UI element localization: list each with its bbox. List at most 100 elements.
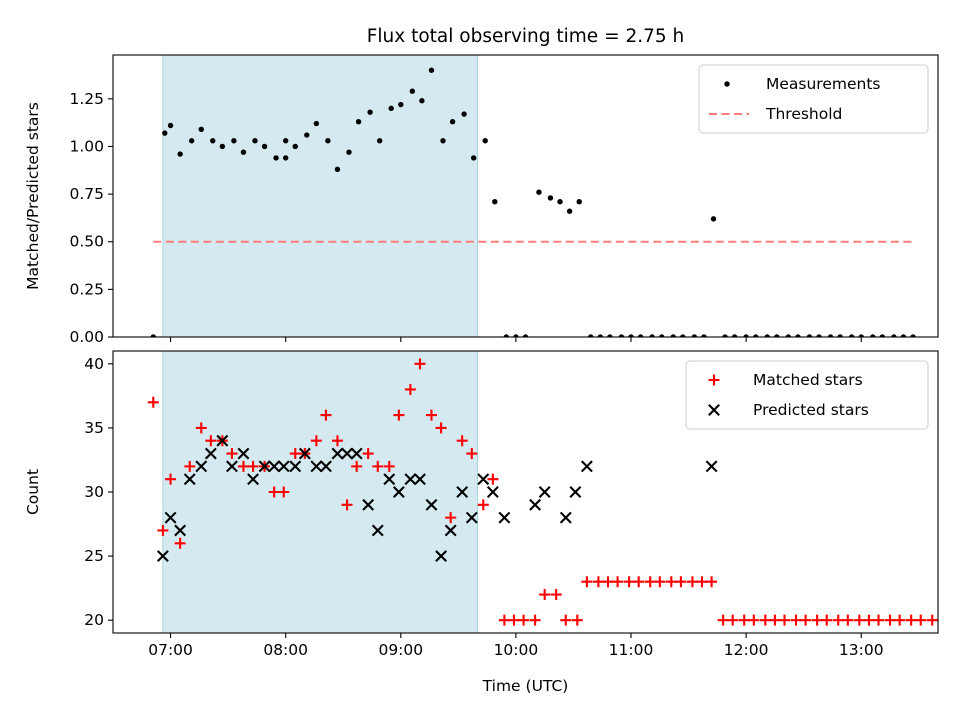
predicted-star-point	[237, 447, 250, 460]
matched-star-point	[205, 435, 217, 447]
measurement-point	[618, 334, 625, 337]
matched-star-point	[268, 486, 280, 498]
measurement-point	[879, 334, 886, 337]
matched-star-point	[195, 422, 207, 434]
top-panel-ratio-plot: 0.00 0.25 0.50 0.75 1.00 1.25 Matched/Predicte…	[24, 26, 939, 346]
y-tick-label: 40	[84, 355, 104, 373]
matched-star-point	[289, 448, 301, 460]
measurement-point	[870, 334, 876, 337]
matched-star-point	[147, 396, 159, 408]
measurement-point	[910, 334, 916, 337]
predicted-star-point	[435, 550, 448, 563]
legend-box	[698, 64, 929, 134]
measurement-point	[461, 111, 467, 117]
measurement-point	[731, 334, 738, 337]
matched-star-point	[278, 486, 290, 498]
legend-handle-predicted	[708, 404, 720, 416]
bottom-panel-count-plot: 20 25 30 35 40 07:00 08:00 09:00 10:00 11:00 12:00…	[24, 350, 939, 695]
measurement-point	[680, 334, 686, 337]
x-tick-label: 11:00	[609, 641, 654, 659]
x-tick-label: 13:00	[839, 641, 884, 659]
measurement-point	[167, 122, 174, 129]
matched-star-point	[456, 435, 468, 447]
y-axis-label: Count	[24, 469, 42, 515]
predicted-star-point	[268, 460, 281, 473]
measurement-point	[691, 334, 698, 337]
measurement-point	[710, 216, 717, 222]
measurement-point	[637, 334, 644, 337]
measurement-point	[848, 334, 855, 337]
matched-star-point	[727, 614, 739, 626]
plot-marks	[147, 358, 938, 626]
matched-star-point	[237, 460, 249, 472]
measurement-point	[806, 334, 813, 337]
measurement-point	[419, 98, 425, 104]
predicted-star-point	[559, 511, 572, 524]
measurement-point	[304, 132, 310, 138]
measurement-point	[785, 334, 792, 337]
measurement-point	[628, 334, 634, 337]
matched-star-point	[800, 614, 812, 626]
matched-star-point	[790, 614, 802, 626]
predicted-star-point	[580, 460, 593, 473]
measurement-point	[588, 334, 594, 337]
measurement-point	[162, 130, 168, 136]
predicted-star-point	[341, 447, 354, 460]
y-tick-label: 35	[84, 419, 104, 437]
measurement-point	[282, 155, 289, 161]
observing-window-band	[162, 350, 479, 634]
measurement-point	[334, 166, 341, 173]
measurement-point	[597, 334, 604, 337]
matched-star-point	[331, 435, 343, 447]
predicted-star-point	[383, 473, 396, 486]
measurement-point	[388, 105, 394, 112]
legend-label: Matched stars	[753, 371, 863, 389]
measurement-point	[492, 199, 498, 205]
series-predicted-stars	[156, 434, 718, 563]
y-tick-label: 25	[84, 547, 104, 565]
matched-star-point	[654, 576, 666, 588]
matched-star-point	[853, 614, 865, 626]
predicted-star-point	[204, 447, 217, 460]
legend-handle-measurements	[724, 81, 730, 87]
chart-title: Flux total observing time = 2.75 h	[367, 26, 685, 47]
matched-star-point	[842, 614, 854, 626]
y-tick-label: 0.25	[69, 280, 104, 298]
measurement-point	[240, 149, 247, 155]
matched-star-point	[226, 448, 238, 460]
measurement-point	[536, 189, 542, 195]
measurement-point	[607, 334, 613, 337]
measurement-point	[482, 138, 488, 144]
measurement-point	[282, 138, 289, 144]
measurement-point	[398, 101, 404, 108]
predicted-star-point	[569, 486, 582, 498]
predicted-star-point	[320, 460, 332, 473]
matched-star-point	[477, 499, 489, 511]
matched-star-point	[926, 614, 938, 626]
measurement-point	[325, 138, 331, 144]
predicted-star-point	[258, 460, 271, 473]
measurement-point	[470, 155, 477, 161]
matched-star-point	[738, 614, 750, 626]
predicted-star-point	[477, 473, 490, 486]
measurement-point	[376, 138, 383, 144]
matched-star-point	[341, 499, 353, 511]
measurement-point	[670, 334, 676, 337]
measurement-point	[231, 138, 237, 144]
measurement-point	[795, 334, 801, 337]
legend-label: Threshold	[765, 105, 842, 123]
measurement-point	[219, 143, 226, 150]
matched-star-point	[623, 576, 635, 588]
matched-star-point	[539, 589, 551, 601]
measurement-point	[522, 334, 529, 337]
predicted-star-point	[456, 486, 469, 498]
x-tick-label: 08:00	[263, 641, 308, 659]
measurement-point	[891, 334, 897, 337]
matched-star-point	[184, 460, 196, 472]
predicted-star-point	[226, 460, 238, 473]
legend-label: Measurements	[766, 75, 881, 93]
predicted-star-point	[289, 460, 302, 473]
measurement-point	[150, 334, 156, 337]
measurement-point	[210, 138, 216, 144]
matched-star-point	[863, 614, 875, 626]
